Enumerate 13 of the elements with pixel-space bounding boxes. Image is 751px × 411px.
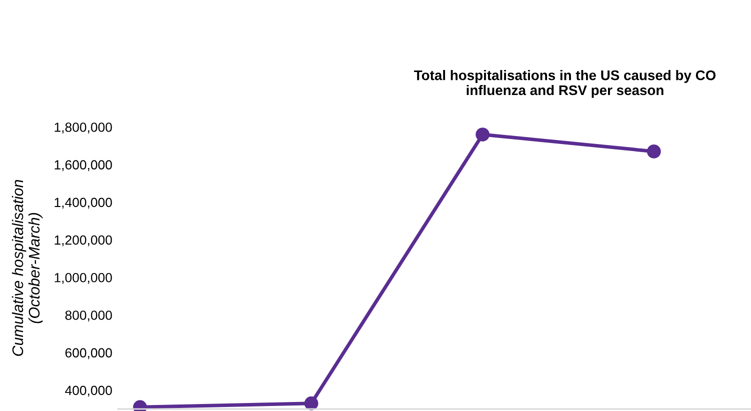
point — [304, 396, 318, 410]
y-tick-label: 1,200,000 — [54, 235, 112, 246]
point — [646, 144, 661, 158]
y-tick-label: 1,400,000 — [54, 198, 112, 209]
y-tick-label: 400,000 — [65, 386, 112, 397]
y-tick-label: 1,600,000 — [54, 160, 112, 172]
y-tick-label: 600,000 — [65, 348, 112, 360]
y-tick-label: 1,000,000 — [54, 272, 112, 284]
y-axis-title: Cumulative hospitalisation (October-March) — [12, 180, 43, 356]
y-tick-label: 800,000 — [65, 310, 112, 322]
point — [476, 128, 490, 142]
chart-title: Total hospitalisations in the US caused by CO influenza and RSV per season — [414, 70, 716, 98]
y-tick-label: 1,800,000 — [54, 122, 112, 134]
